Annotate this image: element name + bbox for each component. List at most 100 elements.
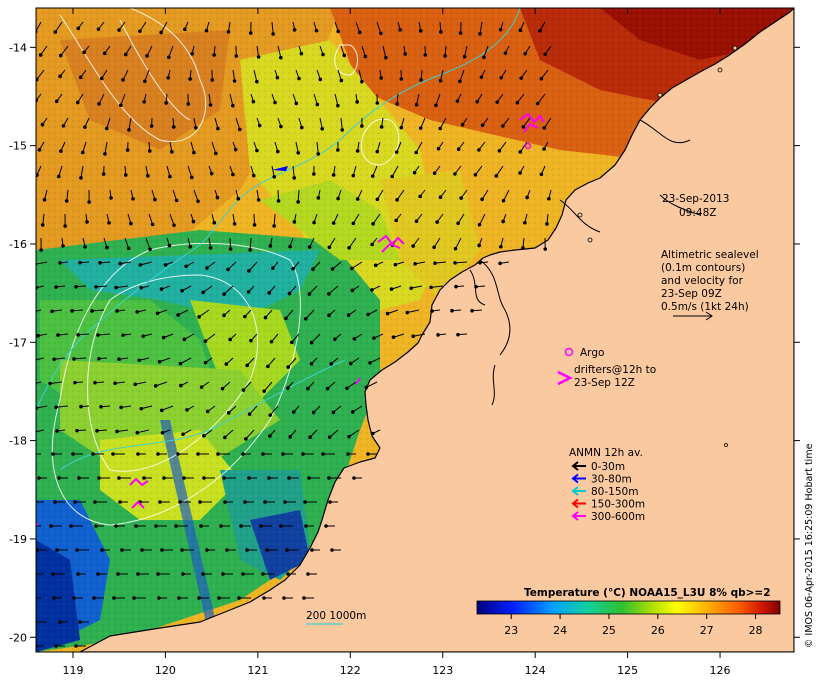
velocity-arrow: [160, 21, 168, 33]
velocity-arrow-head: [306, 572, 310, 576]
velocity-arrow-head: [284, 316, 288, 321]
velocity-arrow-head: [76, 332, 80, 337]
velocity-arrow-head: [159, 287, 164, 291]
altimetry-line-4: 23-Sep 09Z: [661, 288, 722, 300]
velocity-arrow: [155, 381, 168, 387]
velocity-arrow-head: [521, 246, 525, 250]
velocity-arrow-head: [58, 74, 62, 79]
velocity-arrow-head: [355, 100, 359, 104]
timestamp-annotation: 23-Sep-2013 09:48Z: [662, 193, 729, 219]
velocity-arrow-head: [244, 437, 248, 441]
velocity-arrow-head: [499, 75, 504, 80]
velocity-arrow-head: [518, 150, 523, 154]
velocity-arrow: [117, 429, 129, 432]
velocity-arrow-head: [347, 434, 351, 439]
anmn-legend: ANMN 12h av. 0-30m30-80m80-150m150-300m3…: [569, 447, 645, 523]
velocity-arrow-head: [547, 196, 551, 201]
velocity-arrow-head: [279, 55, 283, 60]
velocity-arrow: [161, 405, 174, 411]
velocity-arrow-head: [251, 99, 256, 104]
velocity-arrow-head: [255, 148, 259, 153]
velocity-vectors: [30, 21, 552, 648]
velocity-arrow-head: [194, 126, 198, 130]
velocity-arrow-head: [458, 79, 462, 84]
velocity-arrow-head: [370, 174, 375, 178]
velocity-arrow: [287, 357, 297, 368]
velocity-arrow-head: [156, 452, 160, 456]
velocity-arrow-head: [101, 172, 106, 176]
velocity-arrow-head: [539, 76, 544, 81]
anmn-legend-label: 30-80m: [591, 474, 632, 486]
velocity-arrow-head: [291, 267, 295, 271]
velocity-arrow-head: [53, 500, 57, 504]
velocity-arrow-head: [167, 55, 171, 60]
velocity-arrow-head: [95, 429, 99, 433]
velocity-arrow: [483, 45, 489, 58]
velocity-arrow-head: [435, 220, 439, 224]
velocity-arrow-head: [304, 524, 308, 528]
velocity-arrow-head: [477, 243, 481, 248]
velocity-arrow: [71, 309, 84, 312]
velocity-arrow-head: [216, 452, 220, 456]
velocity-arrow-head: [197, 315, 201, 319]
velocity-arrow-head: [261, 572, 265, 576]
velocity-arrow: [224, 429, 234, 438]
velocity-arrow: [144, 69, 150, 82]
velocity-arrow-head: [339, 78, 344, 83]
velocity-arrow-head: [135, 430, 140, 435]
velocity-arrow: [523, 117, 531, 128]
velocity-arrow-head: [346, 452, 350, 456]
velocity-arrow-head: [83, 125, 87, 129]
velocity-arrow-head: [97, 356, 101, 361]
drifters-legend: drifters@12h to 23-Sep 12Z: [557, 364, 656, 389]
velocity-arrow-head: [336, 29, 341, 34]
velocity-arrow: [433, 237, 441, 248]
velocity-arrow-head: [302, 596, 306, 600]
velocity-arrow: [50, 381, 63, 385]
velocity-arrow: [346, 381, 357, 389]
velocity-arrow-head: [61, 124, 66, 128]
velocity-arrow: [355, 21, 361, 33]
velocity-arrow-head: [252, 223, 257, 227]
velocity-arrow-head: [162, 476, 166, 480]
land-australia: [79, 8, 794, 652]
velocity-arrow-head: [350, 288, 355, 293]
velocity-arrow: [190, 141, 195, 153]
velocity-arrow: [382, 45, 387, 58]
velocity-arrow: [253, 213, 256, 226]
argo-label: Argo: [580, 347, 604, 359]
velocity-arrow-head: [414, 150, 419, 155]
velocity-arrow: [56, 405, 69, 408]
velocity-arrow-head: [336, 103, 340, 108]
velocity-arrow-head: [125, 148, 130, 152]
x-tick-label: 124: [525, 664, 546, 677]
velocity-arrow-head: [116, 572, 120, 576]
velocity-arrow-head: [351, 173, 356, 178]
velocity-arrow-head: [281, 452, 285, 456]
velocity-arrow-head: [181, 432, 185, 437]
velocity-arrow-head: [51, 452, 55, 456]
velocity-arrow: [120, 261, 132, 265]
velocity-arrow: [249, 237, 252, 251]
velocity-arrow: [248, 261, 258, 272]
velocity-arrow-head: [236, 196, 241, 201]
velocity-arrow-head: [157, 359, 162, 364]
anmn-arrowhead-icon: [571, 461, 579, 471]
velocity-arrow-head: [63, 224, 67, 228]
velocity-arrow-head: [42, 197, 47, 202]
velocity-arrow: [313, 93, 318, 105]
velocity-arrow-head: [30, 525, 33, 528]
velocity-arrow-head: [201, 572, 205, 576]
velocity-arrow: [40, 45, 48, 56]
velocity-arrow: [253, 69, 258, 82]
velocity-arrow: [277, 45, 282, 58]
velocity-arrow: [120, 93, 126, 106]
velocity-arrow-head: [138, 29, 142, 33]
velocity-arrow: [352, 213, 360, 224]
velocity-arrow: [124, 237, 130, 249]
velocity-arrow-head: [72, 596, 76, 600]
velocity-arrow: [245, 429, 255, 440]
velocity-arrow-head: [439, 30, 443, 34]
velocity-arrow: [295, 141, 299, 153]
velocity-arrow: [36, 21, 42, 32]
